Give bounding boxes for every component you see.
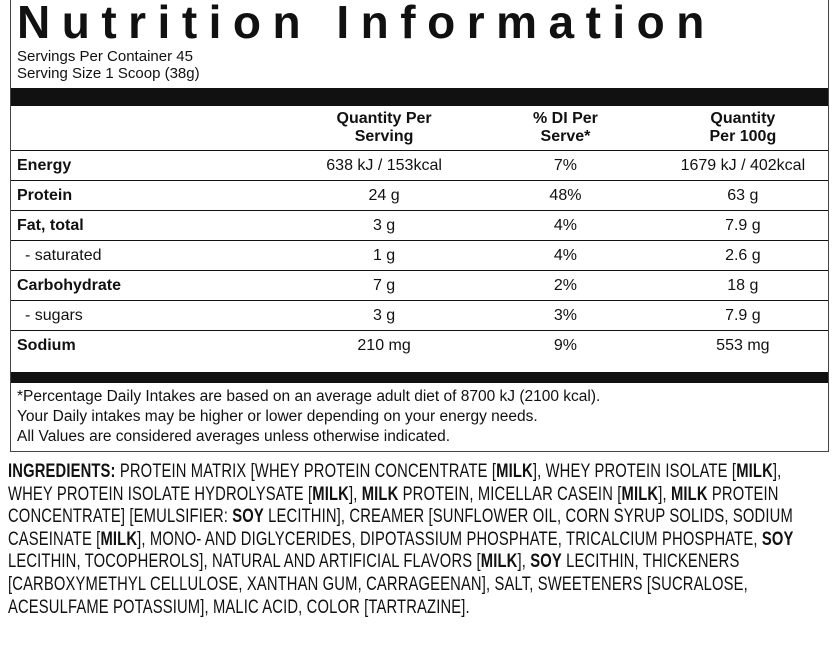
cell: 7.9 g — [657, 300, 828, 331]
cell: 2% — [473, 270, 658, 301]
row-label: Protein — [11, 180, 295, 211]
cell: 1 g — [295, 240, 474, 271]
ingredient-text: ], WHEY PROTEIN ISOLATE HYDROLYSATE [ — [8, 460, 782, 505]
ingredient-text: MILK — [670, 482, 708, 505]
ingredient-text: INGREDIENTS: — [8, 460, 116, 482]
cell: 63 g — [657, 180, 828, 211]
cell: 7.9 g — [657, 210, 828, 241]
footnote: All Values are considered averages unles… — [17, 428, 451, 445]
servings-per-container: Servings Per Container 45 — [17, 48, 193, 65]
cell: 24 g — [295, 180, 474, 211]
row-label: - saturated — [11, 240, 295, 271]
ingredient-text: LECITHIN, TOCOPHEROLS], NATURAL AND ARTI… — [8, 550, 481, 573]
cell: 1679 kJ / 402kcal — [657, 150, 828, 181]
ingredient-text: PROTEIN CONCENTRATE] [EMULSIFIER: — [8, 482, 779, 528]
column-header: % DI Per Serve* — [473, 106, 658, 151]
table-row: - sugars 3 g 3% 7.9 g — [11, 300, 828, 331]
header-row: Quantity Per Serving % DI Per Serve* Qua… — [11, 106, 828, 151]
row-label: Fat, total — [11, 210, 295, 241]
footnote: Your Daily intakes may be higher or lowe… — [17, 408, 538, 425]
footnotes: *Percentage Daily Intakes are based on a… — [17, 387, 600, 447]
cell: 210 mg — [357, 336, 411, 354]
ingredient-text: PROTEIN MATRIX [WHEY PROTEIN CONCENTRATE… — [115, 460, 497, 482]
row-label: Sodium — [17, 336, 76, 354]
title: Nutrition Information — [17, 0, 716, 48]
cell: 638 kJ / 153kcal — [295, 150, 474, 181]
ingredient-text: ], WHEY PROTEIN ISOLATE [ — [532, 460, 737, 482]
ingredients: INGREDIENTS: PROTEIN MATRIX [WHEY PROTEI… — [8, 460, 826, 618]
cell: 18 g — [657, 270, 828, 301]
table-row: Energy 638 kJ / 153kcal 7% 1679 kJ / 402kca… — [11, 150, 828, 181]
nutrition-table: Quantity Per Serving % DI Per Serve* Qua… — [11, 106, 828, 360]
cell: 2.6 g — [657, 240, 828, 271]
cell: 7 g — [295, 270, 474, 301]
divider-bar — [11, 372, 828, 383]
empty-header — [11, 106, 295, 151]
ingredient-text: ], — [658, 482, 671, 505]
table-row: - saturated 1 g 4% 2.6 g — [11, 240, 828, 271]
ingredient-text: SOY — [530, 550, 562, 573]
ingredient-text: MILK — [100, 527, 138, 550]
ingredient-text: ], — [517, 550, 531, 573]
nutrition-panel: Nutrition Information Servings Per Conta… — [10, 0, 829, 452]
ingredient-text: MILK — [480, 550, 518, 573]
cell: 3% — [473, 300, 658, 331]
cell: 553 mg — [716, 336, 770, 354]
cell: 4% — [473, 240, 658, 271]
table-row: Carbohydrate 7 g 2% 18 g — [11, 270, 828, 301]
divider-bar — [11, 88, 828, 106]
cell: 9% — [553, 336, 577, 354]
ingredient-text: MILK — [621, 482, 659, 505]
cell: 48% — [473, 180, 658, 211]
footnote: *Percentage Daily Intakes are based on a… — [17, 388, 601, 405]
ingredient-text: MILK — [312, 482, 349, 505]
ingredient-text: ], — [348, 482, 362, 505]
table-row: Sodium 210 mg 9% 553 mg — [11, 331, 828, 361]
ingredient-text: ], MONO- AND DIGLYCERIDES, DIPOTASSIUM P… — [137, 527, 762, 550]
table-row: Fat, total 3 g 4% 7.9 g — [11, 210, 828, 241]
cell: 4% — [473, 210, 658, 241]
ingredient-text: MILK — [736, 460, 773, 482]
cell: 3 g — [295, 300, 474, 331]
ingredient-text: MILK — [361, 482, 399, 505]
serving-size: Serving Size 1 Scoop (38g) — [17, 65, 200, 82]
ingredient-text: LECITHIN, THICKENERS [CARBOXYMETHYL CELL… — [8, 550, 748, 618]
cell: 7% — [473, 150, 658, 181]
column-header: Quantity Per Serving — [295, 106, 474, 151]
cell: 3 g — [295, 210, 474, 241]
ingredient-text: PROTEIN, MICELLAR CASEIN [ — [398, 482, 622, 505]
table-row: Protein 24 g 48% 63 g — [11, 180, 828, 211]
column-header: Quantity Per 100g — [657, 106, 828, 151]
ingredient-text: LECITHIN], CREAMER [SUNFLOWER OIL, CORN … — [8, 505, 793, 550]
ingredient-text: MILK — [496, 460, 533, 482]
row-label: Energy — [11, 150, 295, 181]
ingredient-text: SOY — [232, 505, 264, 528]
ingredient-text: SOY — [761, 527, 794, 550]
row-label: Carbohydrate — [11, 270, 295, 301]
row-label: - sugars — [11, 300, 295, 331]
